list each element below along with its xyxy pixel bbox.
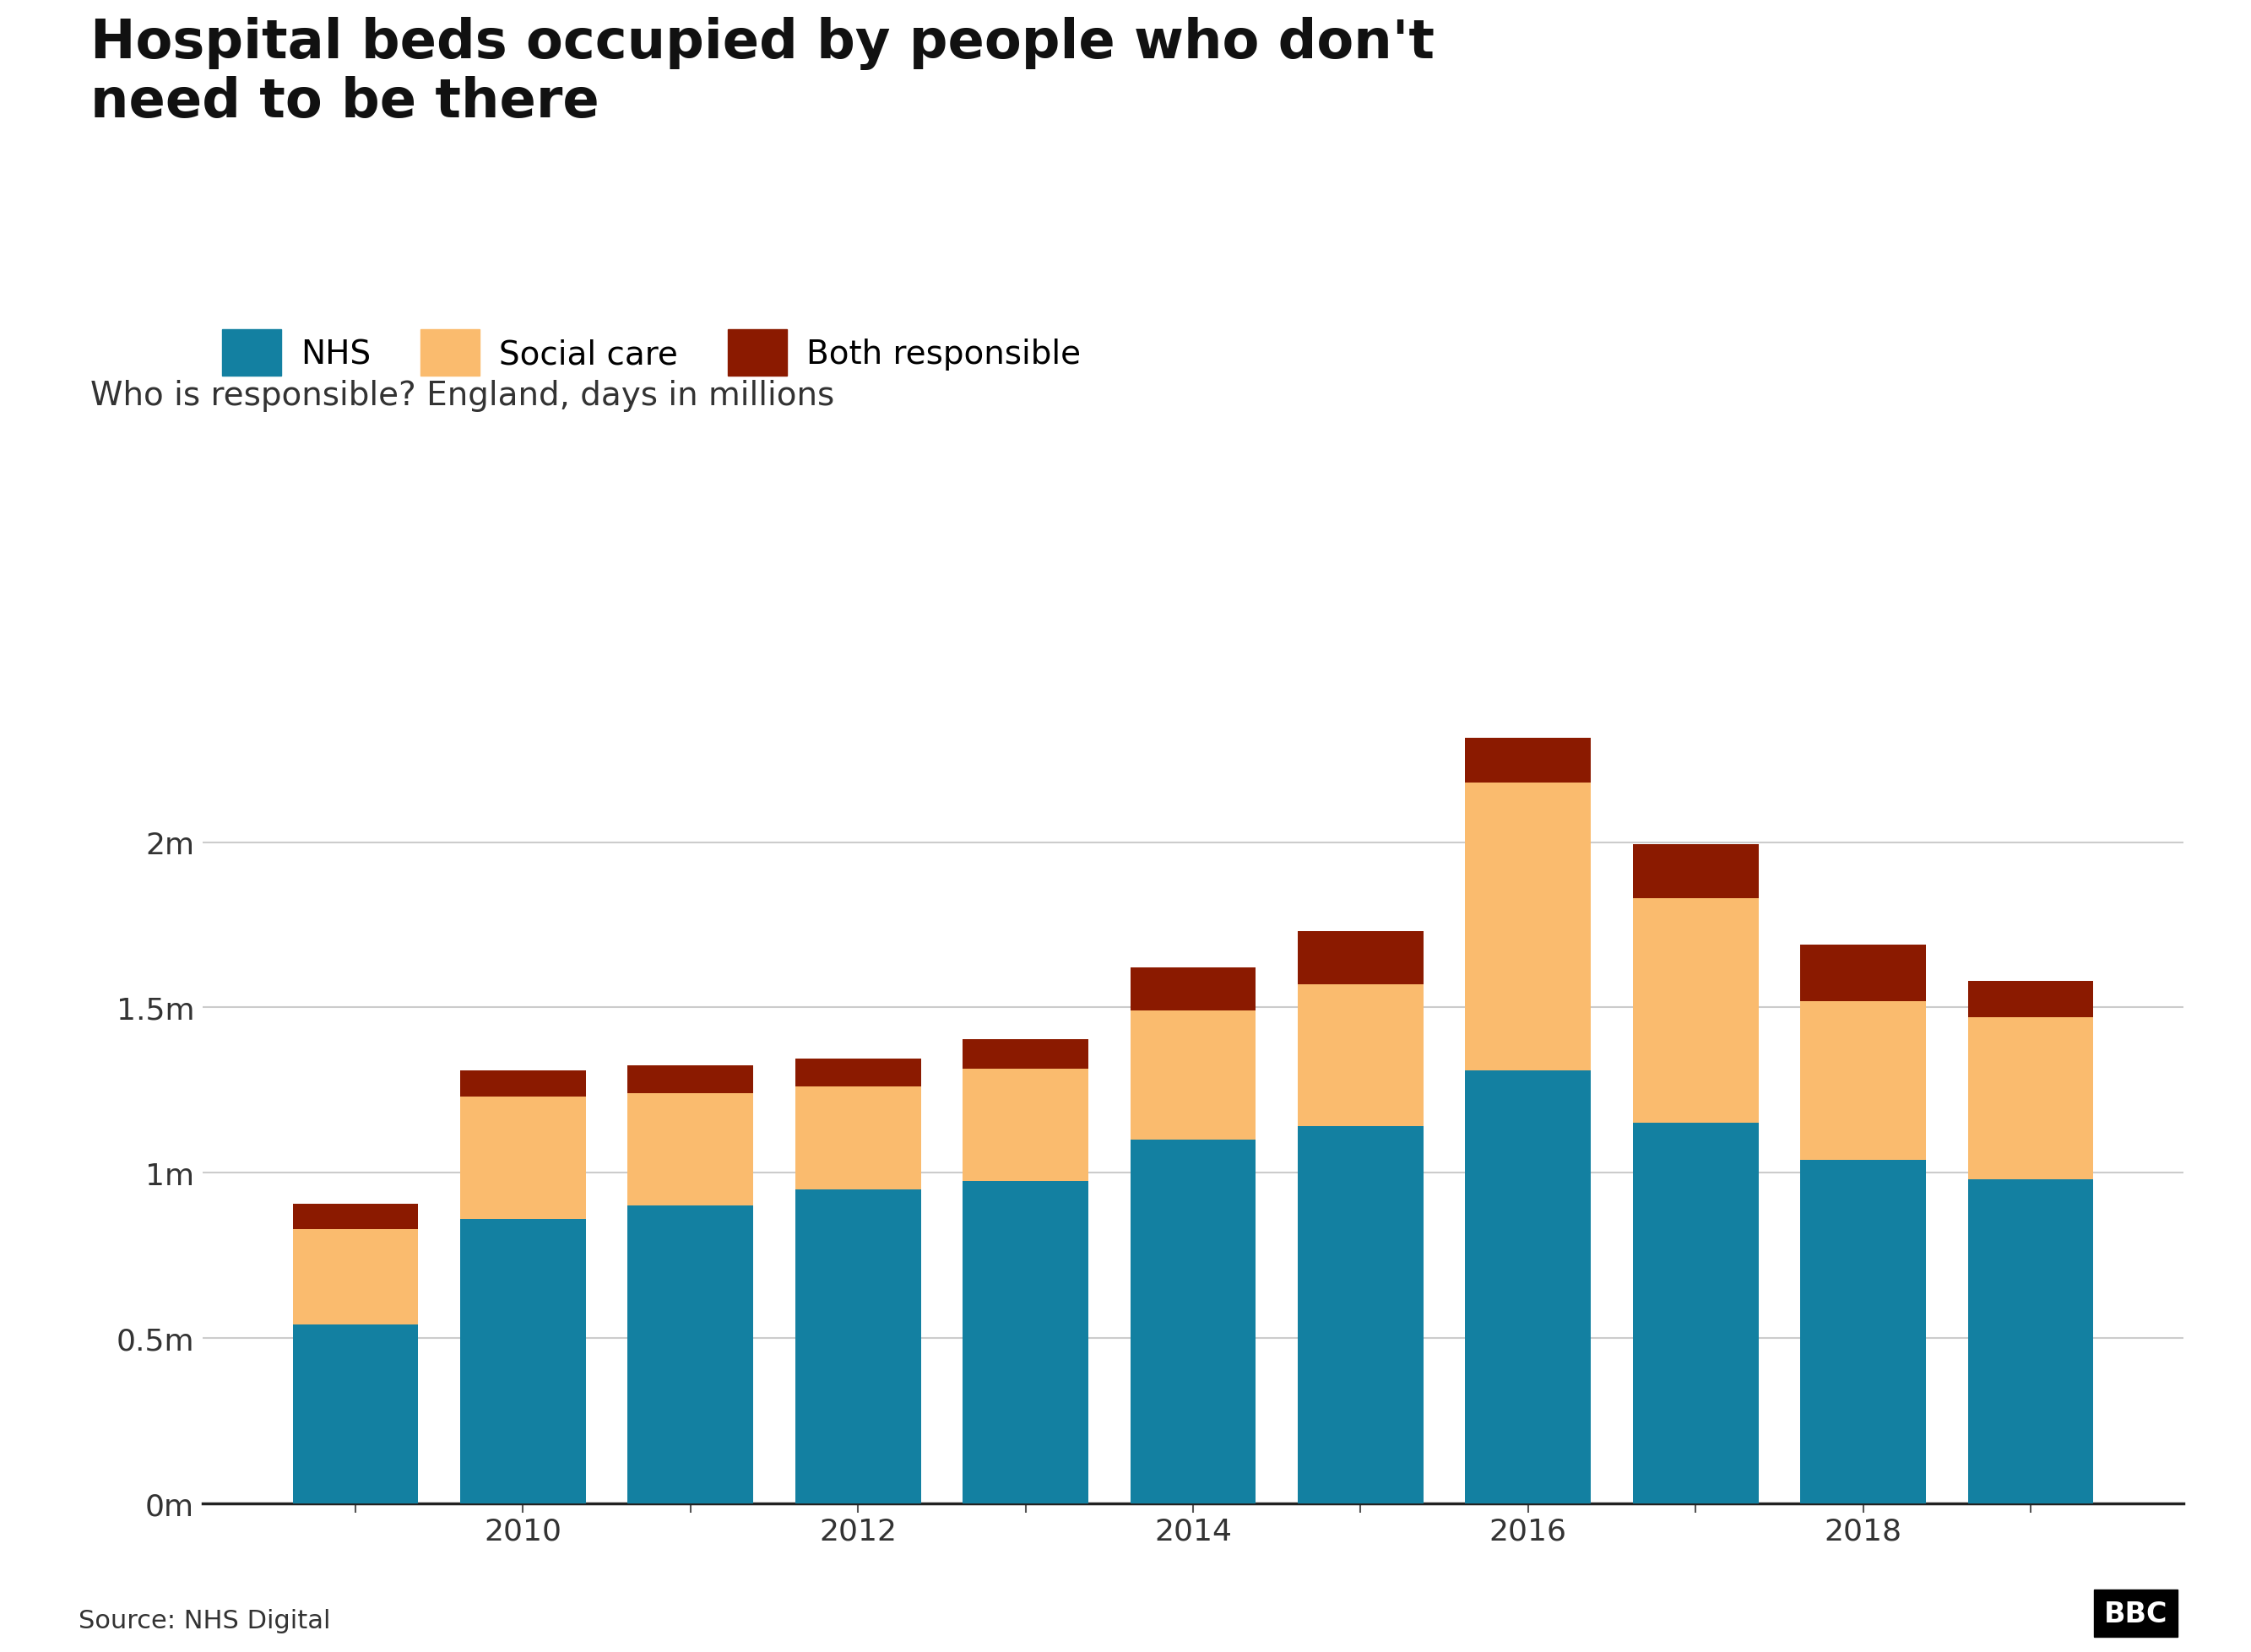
Bar bbox=[1299, 1127, 1423, 1503]
Bar bbox=[795, 1059, 921, 1087]
Text: Source: NHS Digital: Source: NHS Digital bbox=[79, 1607, 331, 1632]
Bar bbox=[795, 1189, 921, 1503]
Bar bbox=[293, 1204, 419, 1229]
Bar bbox=[963, 1039, 1087, 1069]
Bar bbox=[1967, 1018, 2093, 1180]
Legend: NHS, Social care, Both responsible: NHS, Social care, Both responsible bbox=[209, 317, 1094, 390]
Bar bbox=[1632, 899, 1758, 1123]
Bar bbox=[1801, 945, 1927, 1001]
Bar bbox=[1967, 1180, 2093, 1503]
Bar bbox=[1130, 968, 1256, 1011]
Bar bbox=[459, 1097, 585, 1219]
Text: Hospital beds occupied by people who don't
need to be there: Hospital beds occupied by people who don… bbox=[90, 17, 1434, 129]
Bar bbox=[963, 1181, 1087, 1503]
Bar bbox=[795, 1087, 921, 1189]
Text: BBC: BBC bbox=[2105, 1599, 2168, 1627]
Bar bbox=[459, 1070, 585, 1097]
Bar bbox=[1130, 1011, 1256, 1140]
Bar bbox=[293, 1325, 419, 1503]
Bar bbox=[628, 1206, 754, 1503]
Bar bbox=[293, 1229, 419, 1325]
Bar bbox=[1801, 1160, 1927, 1503]
Bar bbox=[1465, 738, 1591, 783]
Bar bbox=[1465, 1070, 1591, 1503]
Bar bbox=[1632, 844, 1758, 899]
Bar bbox=[628, 1094, 754, 1206]
Bar bbox=[628, 1066, 754, 1094]
Bar bbox=[1632, 1123, 1758, 1503]
Text: Who is responsible? England, days in millions: Who is responsible? England, days in mil… bbox=[90, 380, 835, 411]
Bar bbox=[1299, 932, 1423, 985]
Bar bbox=[1967, 981, 2093, 1018]
Bar bbox=[1801, 1001, 1927, 1160]
Bar bbox=[963, 1069, 1087, 1181]
Bar bbox=[459, 1219, 585, 1503]
Bar bbox=[1299, 985, 1423, 1127]
Bar bbox=[1130, 1140, 1256, 1503]
Bar bbox=[1465, 783, 1591, 1070]
